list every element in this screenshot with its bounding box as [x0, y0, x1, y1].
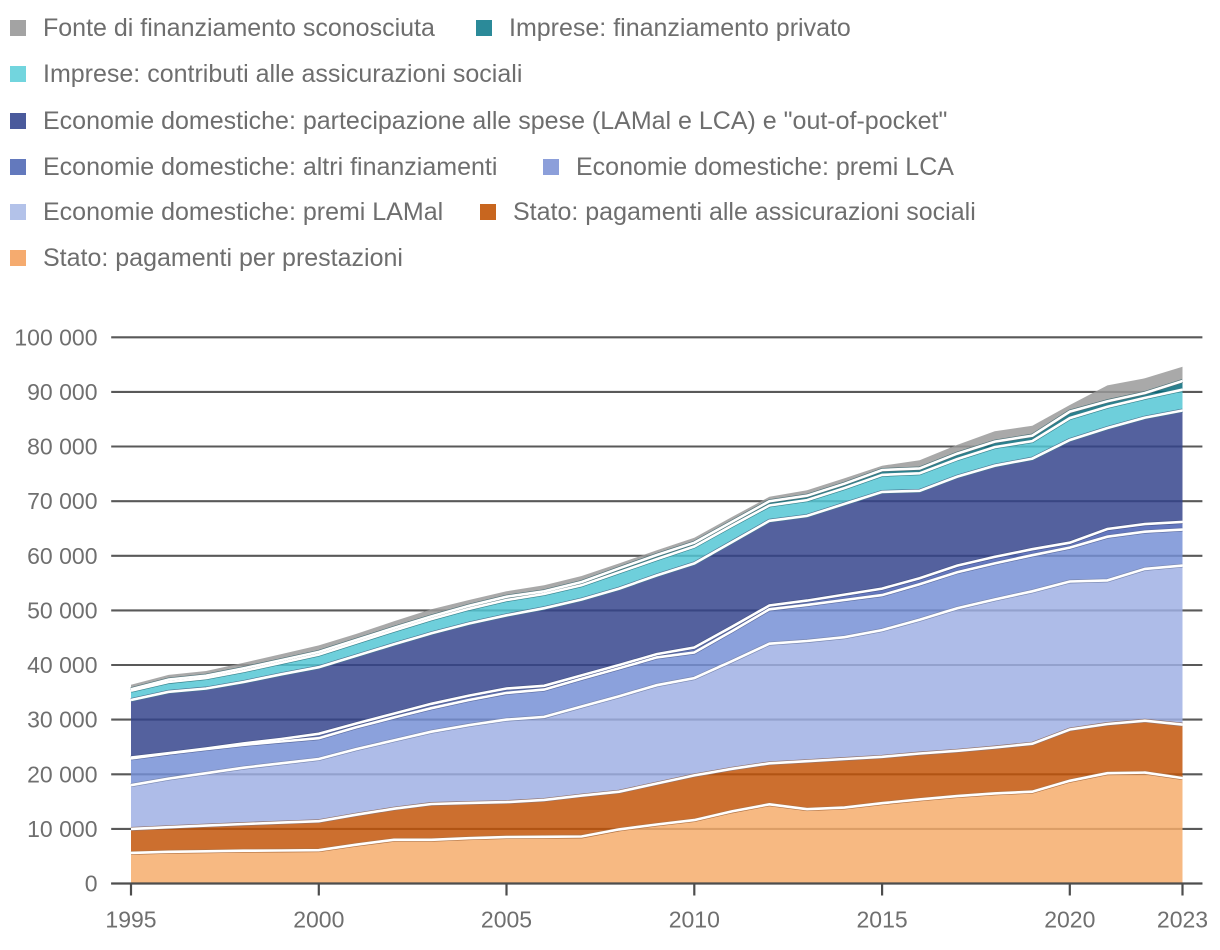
svg-text:2015: 2015: [857, 907, 908, 933]
svg-text:60 000: 60 000: [27, 543, 97, 569]
svg-text:40 000: 40 000: [27, 652, 97, 678]
svg-text:1995: 1995: [105, 907, 156, 933]
svg-text:10 000: 10 000: [27, 816, 97, 842]
svg-text:70 000: 70 000: [27, 488, 97, 514]
svg-text:50 000: 50 000: [27, 597, 97, 623]
svg-text:0: 0: [85, 871, 98, 897]
svg-text:100 000: 100 000: [14, 324, 97, 350]
svg-text:2005: 2005: [481, 907, 532, 933]
svg-text:90 000: 90 000: [27, 379, 97, 405]
svg-text:2020: 2020: [1044, 907, 1095, 933]
svg-text:2010: 2010: [669, 907, 720, 933]
svg-text:80 000: 80 000: [27, 434, 97, 460]
svg-text:20 000: 20 000: [27, 761, 97, 787]
svg-text:2000: 2000: [293, 907, 344, 933]
svg-text:30 000: 30 000: [27, 707, 97, 733]
svg-text:2023: 2023: [1157, 907, 1208, 933]
